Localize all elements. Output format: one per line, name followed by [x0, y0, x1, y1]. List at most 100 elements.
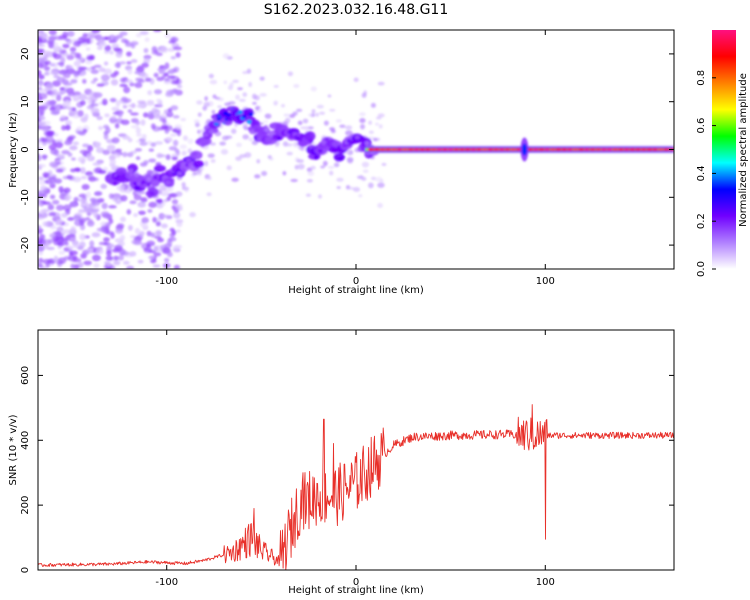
spectrogram-noise-blob [73, 263, 80, 269]
spectrogram-noise-blob [206, 192, 212, 197]
spectrogram-noise-blob [141, 62, 149, 68]
spectrogram-ridge-core [153, 181, 159, 186]
spectrogram-noise-blob [40, 185, 48, 191]
spectrogram-noise-blob [119, 31, 128, 36]
spectrogram-ytick-label: 10 [20, 95, 31, 108]
spectrogram-noise-blob [114, 244, 123, 251]
spectrogram-ridge-core [128, 169, 134, 174]
spectrogram-noise-blob [144, 77, 152, 82]
spectrogram-noise-blob [131, 239, 139, 245]
spectrogram-noise-blob [67, 216, 75, 221]
spectrogram-noise-blob [122, 104, 128, 109]
spectrogram-noise-blob [40, 32, 48, 40]
spectrogram-noise-blob [212, 94, 217, 99]
spectrogram-noise-blob [110, 79, 119, 86]
spectrogram-noise-blob [174, 124, 182, 130]
spectrogram-noise-blob [323, 120, 329, 126]
spectrogram-noise-blob [152, 264, 161, 268]
colorbar-tick-label: 0.6 [696, 118, 707, 134]
spectrogram-noise-blob [108, 39, 117, 44]
spectrogram-noise-blob [55, 138, 63, 143]
spectrogram-noise-blob [187, 138, 194, 145]
spectrogram-noise-blob [172, 114, 180, 119]
snr-frame [37, 329, 675, 571]
spectrogram-noise-blob [85, 47, 91, 51]
spectrogram-noise-blob [123, 98, 132, 103]
spectrogram-noise-blob [159, 185, 167, 192]
spectrogram-noise-blob [333, 162, 340, 168]
spectrogram-noise-blob [137, 100, 146, 104]
spectrogram-noise-blob [72, 215, 82, 221]
spectrogram-noise-blob [79, 233, 86, 241]
spectrogram-ridge-core [165, 180, 171, 185]
spectrogram-noise-blob [126, 51, 132, 57]
spectrogram-noise-blob [134, 227, 141, 235]
colorbar-tick-label: 0.2 [696, 213, 707, 229]
spectrogram-band-core [401, 148, 409, 151]
spectrogram-noise-blob [53, 132, 59, 137]
colorbar-tick-label: 0.0 [696, 261, 707, 277]
spectrogram-noise-blob [166, 196, 171, 202]
spectrogram-noise-blob [377, 202, 383, 209]
spectrogram-noise-blob [231, 177, 239, 182]
spectrogram-noise-blob [102, 149, 111, 155]
spectrogram-noise-blob [167, 75, 176, 79]
spectrogram-noise-blob [135, 120, 141, 126]
spectrogram-noise-blob [306, 179, 313, 183]
spectrogram-ridge-core [264, 127, 270, 132]
spectrogram-ridge-core [246, 119, 252, 124]
spectrogram-noise-blob [118, 254, 124, 261]
spectrogram-noise-blob [60, 69, 69, 74]
spectrogram-noise-blob [237, 87, 243, 91]
spectrogram-band-core [373, 148, 381, 151]
colorbar-tick-label: 0.4 [696, 165, 707, 181]
snr-xtick-label: 100 [536, 577, 555, 588]
spectrogram-band-core [623, 148, 631, 151]
spectrogram-noise-blob [155, 98, 162, 103]
spectrogram-noise-blob [359, 174, 364, 180]
spectrogram-noise-blob [82, 78, 87, 84]
spectrogram-noise-blob [83, 113, 89, 120]
spectrogram-noise-blob [72, 40, 82, 48]
spectrogram-noise-blob [368, 130, 374, 134]
spectrogram-noise-blob [273, 101, 278, 106]
spectrogram-noise-blob [217, 97, 224, 102]
spectrogram-noise-blob [172, 139, 179, 147]
spectrogram-noise-blob [115, 228, 124, 234]
spectrogram-noise-blob [70, 263, 76, 269]
spectrogram-noise-blob [66, 174, 73, 180]
spectrogram-noise-blob [143, 47, 149, 54]
spectrogram-noise-blob [71, 157, 76, 161]
spectrogram-noise-blob [153, 30, 162, 33]
spectrogram-band-core [549, 148, 557, 151]
spectrogram-noise-blob [153, 72, 159, 78]
spectrogram-noise-blob [38, 225, 42, 229]
spectrogram-noise-blob [204, 160, 209, 167]
spectrogram-ridge-core [155, 167, 161, 172]
spectrogram-noise-blob [127, 109, 133, 113]
spectrogram-noise-blob [176, 221, 183, 228]
spectrogram-noise-blob [129, 82, 135, 87]
spectrogram-noise-blob [235, 156, 242, 161]
spectrogram-noise-blob [329, 108, 336, 112]
spectrogram-ridge-core [152, 175, 158, 180]
spectrogram-noise-blob [156, 204, 164, 209]
spectrogram-band-core [566, 148, 574, 151]
spectrogram-noise-blob [93, 262, 100, 269]
spectrogram-band-core [430, 148, 438, 151]
spectrogram-ridge-core [133, 172, 139, 177]
spectrogram-noise-blob [137, 201, 146, 208]
spectrogram-noise-blob [113, 47, 122, 51]
spectrogram-band-core [532, 148, 540, 151]
spectrogram-band-core [441, 148, 449, 151]
spectrogram-band-core [407, 148, 415, 151]
spectrogram-noise-blob [108, 154, 116, 161]
spectrogram-noise-blob [154, 141, 163, 145]
spectrogram-noise-blob [77, 198, 87, 202]
spectrogram-noise-blob [48, 144, 57, 151]
spectrogram-noise-blob [38, 48, 44, 55]
spectrogram-noise-blob [377, 113, 385, 118]
spectrogram-noise-blob [109, 98, 117, 103]
